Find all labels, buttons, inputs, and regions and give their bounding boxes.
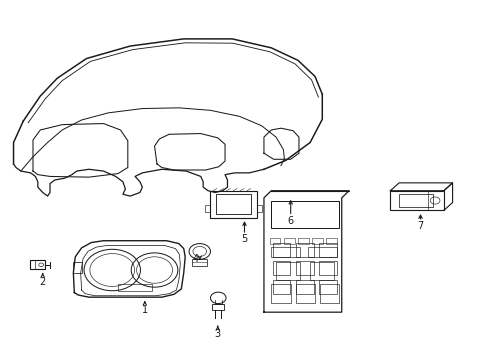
Bar [307, 247, 336, 257]
Bar [271, 284, 290, 303]
Bar [216, 194, 250, 214]
Bar [269, 238, 280, 244]
Text: 5: 5 [241, 234, 247, 244]
Bar [192, 258, 206, 266]
Text: 3: 3 [214, 329, 221, 339]
Text: 2: 2 [40, 277, 46, 287]
Bar [212, 304, 224, 310]
Bar [284, 238, 294, 244]
Bar [118, 284, 152, 292]
Bar [295, 280, 313, 294]
Bar [389, 191, 443, 210]
Text: 7: 7 [417, 221, 423, 231]
Bar [295, 284, 314, 303]
Bar [204, 205, 210, 212]
Text: 4: 4 [192, 253, 199, 264]
Bar [319, 261, 336, 275]
Bar [73, 262, 82, 273]
Bar [309, 262, 334, 280]
Bar [295, 261, 313, 275]
Bar [272, 280, 289, 294]
Bar [271, 247, 300, 257]
Bar [276, 262, 300, 280]
Bar [319, 284, 339, 303]
Bar [297, 238, 308, 244]
Bar [325, 238, 336, 244]
Bar [272, 261, 289, 275]
Text: 1: 1 [142, 305, 147, 315]
Bar [271, 202, 339, 228]
Bar [256, 205, 262, 212]
Bar [398, 194, 432, 207]
Bar [319, 243, 336, 257]
Bar [311, 238, 322, 244]
Bar [210, 191, 256, 217]
Bar [272, 243, 289, 257]
Bar [30, 260, 45, 269]
Bar [295, 243, 313, 257]
Text: 6: 6 [287, 216, 293, 226]
Bar [319, 280, 336, 294]
